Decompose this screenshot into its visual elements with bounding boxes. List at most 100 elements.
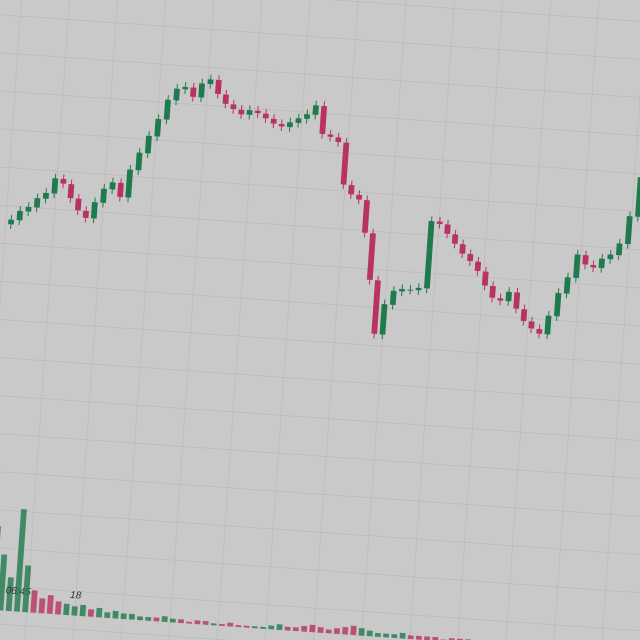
volume-bar: [333, 628, 341, 635]
volume-bar: [112, 610, 119, 619]
volume-bar: [46, 595, 54, 615]
volume-bar: [128, 613, 135, 620]
candle-body: [144, 135, 152, 154]
volume-bar: [358, 628, 365, 636]
candle-body: [222, 94, 229, 105]
candle-body: [254, 110, 261, 114]
volume-bar: [407, 635, 414, 640]
candle-body: [319, 105, 328, 135]
volume-bar: [276, 624, 283, 631]
candle-body: [173, 88, 180, 101]
candle-body: [544, 315, 552, 335]
candle-body: [198, 83, 206, 98]
x-tick-label: 18: [70, 590, 82, 602]
candle-body: [312, 105, 319, 115]
volume-bar: [161, 616, 168, 623]
candle-body: [573, 254, 581, 279]
candle-body: [497, 298, 504, 301]
volume-bar: [251, 626, 258, 629]
candle-body: [295, 118, 302, 124]
candle-body: [270, 118, 277, 124]
volume-bar: [317, 626, 324, 633]
candle-body: [389, 290, 397, 305]
volume-bar: [227, 622, 234, 627]
volume-bar: [194, 620, 201, 625]
candle-body: [356, 194, 363, 200]
candle-body: [379, 303, 388, 335]
candle-body: [51, 178, 59, 194]
candle-body: [154, 118, 162, 137]
candle-body: [520, 309, 528, 322]
volume-bar: [284, 626, 291, 631]
candle-body: [607, 254, 614, 260]
candle-body: [399, 288, 405, 292]
volume-bar: [137, 616, 144, 621]
candle-body: [238, 109, 245, 115]
candle-body: [536, 328, 543, 334]
volume-bar: [202, 620, 209, 625]
volume-bar: [399, 632, 406, 639]
candle-body: [74, 198, 82, 211]
volume-bar: [63, 603, 70, 616]
candle-body: [513, 292, 521, 309]
candle-body: [190, 87, 197, 98]
volume-bar: [95, 607, 103, 618]
candle-body: [505, 291, 512, 302]
candle-body: [135, 152, 143, 171]
volume-bar: [243, 625, 250, 628]
candle-body: [590, 264, 597, 268]
candle-body: [489, 285, 496, 298]
volume-bar: [350, 625, 357, 636]
volume-bar: [71, 606, 78, 616]
volume-bar: [169, 618, 176, 623]
volume-bar: [424, 636, 431, 640]
candle-body: [182, 86, 189, 90]
candle-body: [615, 243, 623, 256]
volume-bar: [79, 604, 87, 617]
candle-body: [303, 114, 311, 120]
candle-body: [246, 109, 253, 116]
volume-bar: [366, 630, 373, 637]
candle-body: [582, 254, 589, 265]
candle-body: [459, 244, 466, 254]
candle-body: [90, 201, 98, 219]
candle-body: [467, 253, 474, 262]
candle-body: [474, 261, 482, 272]
candle-body: [67, 183, 75, 199]
candle-body: [407, 289, 414, 291]
candle-body: [563, 277, 571, 294]
volume-bar: [342, 626, 349, 635]
candle-body: [82, 210, 89, 219]
candle-body: [109, 182, 116, 190]
volume-bar: [309, 624, 316, 633]
volume-bar: [374, 632, 381, 638]
candle-body: [624, 216, 633, 245]
volume-bar: [268, 625, 275, 630]
volume-bar: [391, 634, 398, 639]
candle-body: [16, 210, 23, 221]
candle-body: [278, 123, 285, 127]
candle-body: [451, 234, 459, 244]
volume-bar: [210, 623, 217, 626]
candle-body: [42, 192, 49, 199]
volume-bar: [219, 623, 225, 627]
candle-body: [553, 292, 562, 317]
volume-bar: [22, 565, 32, 613]
candle-body: [230, 104, 237, 110]
candle-body: [215, 79, 222, 95]
volume-bar: [5, 577, 14, 612]
volume-bar: [292, 627, 299, 632]
candle-body: [423, 220, 435, 289]
volume-bar: [260, 626, 266, 629]
volume-bar: [38, 598, 46, 614]
volume-bar: [186, 621, 193, 624]
volume-bar: [0, 554, 8, 611]
volume-bar: [13, 508, 27, 612]
candle-body: [436, 221, 443, 225]
candle-body: [635, 177, 640, 217]
candle-body: [528, 321, 535, 329]
